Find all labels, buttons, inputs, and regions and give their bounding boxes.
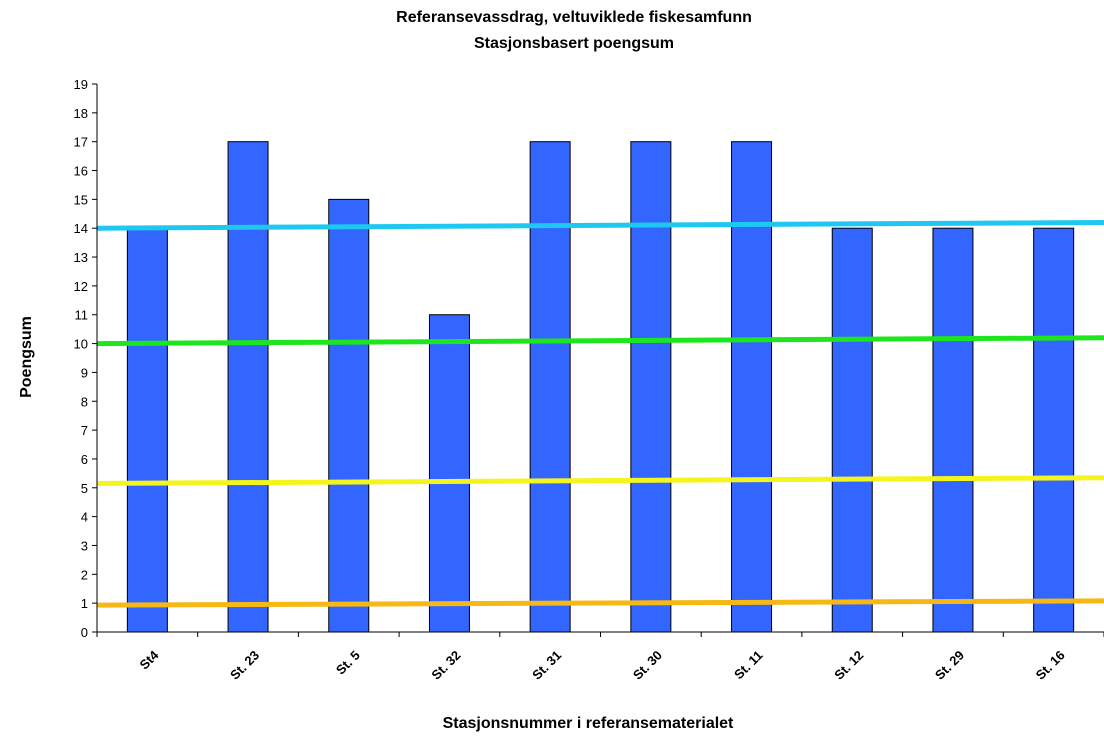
reference-line <box>96 219 1104 231</box>
y-tick-label: 4 <box>81 510 88 525</box>
x-tick-label: St. 11 <box>731 648 766 683</box>
x-tick-label: St4 <box>137 647 162 672</box>
bar <box>1033 227 1075 633</box>
y-tick-label: 19 <box>74 77 88 92</box>
reference-line <box>96 335 1104 347</box>
y-tick-label: 5 <box>81 481 88 496</box>
y-tick-label: 17 <box>74 135 88 150</box>
bar <box>227 141 269 633</box>
y-axis-title: Poengsum <box>18 316 35 398</box>
y-tick-label: 14 <box>74 221 88 236</box>
x-tick-label: St. 16 <box>1033 648 1068 683</box>
bar <box>529 141 571 633</box>
x-axis-title: Stasjonsnummer i referansematerialet <box>443 715 734 732</box>
bar <box>630 141 672 633</box>
y-tick-label: 13 <box>74 250 88 265</box>
reference-line <box>96 475 1104 486</box>
y-tick-label: 11 <box>75 308 89 323</box>
y-tick-label: 2 <box>81 567 88 582</box>
x-tick-label: St. 29 <box>932 648 967 683</box>
bar <box>731 141 773 633</box>
bar <box>831 227 873 633</box>
x-tick-label: St. 5 <box>333 648 363 678</box>
y-tick-label: 10 <box>74 337 88 352</box>
x-tick-label: St. 31 <box>529 648 564 683</box>
y-tick-label: 12 <box>74 279 88 294</box>
bar <box>932 227 974 633</box>
y-tick-label: 16 <box>74 164 88 179</box>
y-tick-label: 9 <box>81 365 88 380</box>
bar <box>428 314 470 633</box>
y-tick-label: 7 <box>81 423 88 438</box>
chart-subtitle: Stasjonsbasert poengsum <box>474 35 674 52</box>
reference-line <box>96 598 1104 608</box>
x-tick-label: St. 23 <box>227 648 262 683</box>
bar <box>328 198 370 633</box>
y-tick-label: 8 <box>81 394 88 409</box>
chart-title: Referansevassdrag, veltuviklede fiskesam… <box>396 9 752 26</box>
y-tick-label: 15 <box>74 192 88 207</box>
y-tick-label: 18 <box>74 106 88 121</box>
y-tick-label: 1 <box>81 596 88 611</box>
x-tick-label: St. 12 <box>831 648 866 683</box>
y-tick-label: 3 <box>81 538 88 553</box>
bar <box>126 227 168 633</box>
y-tick-label: 0 <box>81 625 88 640</box>
x-tick-label: St. 32 <box>428 648 463 683</box>
y-tick-label: 6 <box>81 452 88 467</box>
x-tick-label: St. 30 <box>630 648 665 683</box>
